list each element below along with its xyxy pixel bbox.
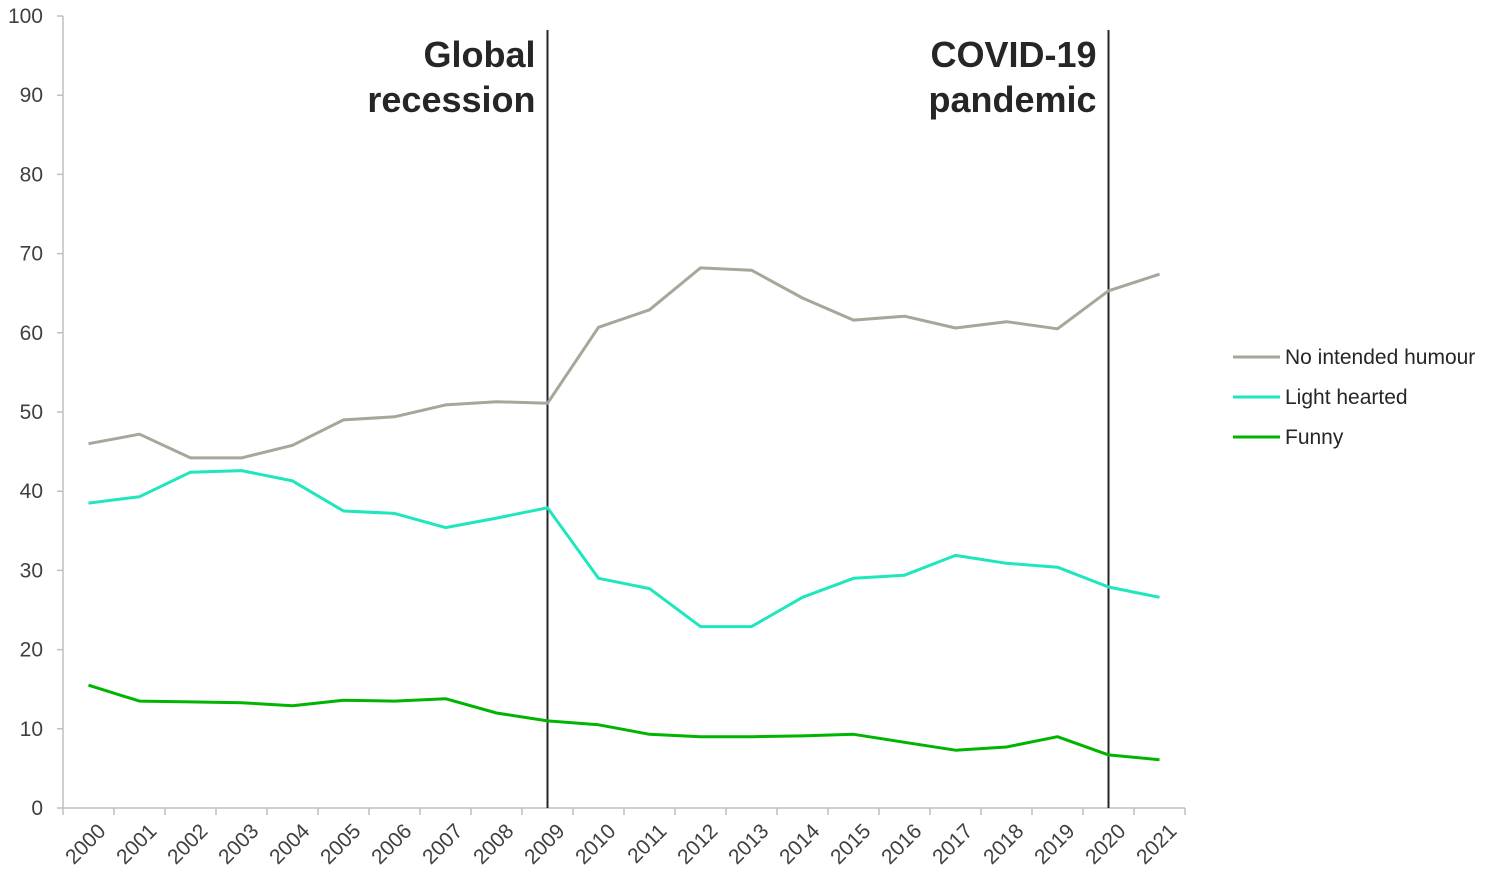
legend-label: Light hearted (1285, 386, 1408, 409)
series-lines (88, 266, 1160, 762)
y-tick-label: 20 (20, 639, 43, 662)
series-line-no-intended-humour (88, 266, 1160, 460)
y-tick-label: 60 (20, 322, 43, 345)
y-tick-label: 70 (20, 243, 43, 266)
x-tick-label: 2017 (928, 820, 977, 869)
x-tick-label: 2008 (469, 820, 518, 869)
x-tick-label: 2010 (571, 820, 620, 869)
x-tick-label: 2006 (367, 820, 416, 869)
y-tick-label: 0 (31, 797, 43, 820)
annotation-label: recession (367, 79, 535, 120)
annotation-label: COVID-19 (930, 34, 1096, 75)
x-tick-label: 2016 (877, 820, 926, 869)
series-line-funny (88, 683, 1160, 762)
y-tick-label: 100 (8, 5, 43, 28)
x-tick-label: 2020 (1081, 820, 1130, 869)
legend: No intended humour Light hearted Funny (1233, 346, 1475, 449)
x-tick-label: 2013 (724, 820, 773, 869)
y-tick-label: 80 (20, 163, 43, 186)
x-tick-label: 2014 (775, 819, 825, 869)
x-tick-label: 2012 (673, 820, 722, 869)
x-tick-label: 2001 (112, 820, 161, 869)
annotation-label: pandemic (928, 79, 1096, 120)
x-tick-label: 2000 (61, 820, 110, 869)
x-tick-label: 2002 (163, 820, 212, 869)
x-tick-label: 2004 (265, 819, 315, 869)
x-tick-label: 2007 (418, 820, 467, 869)
x-tick-label: 2019 (1030, 820, 1079, 869)
legend-label: Funny (1285, 426, 1344, 449)
y-tick-label: 10 (20, 718, 43, 741)
series-line-light-hearted (88, 469, 1160, 629)
x-tick-label: 2011 (623, 820, 671, 868)
x-tick-label: 2021 (1132, 820, 1181, 869)
y-tick-label: 30 (20, 559, 43, 582)
x-tick-label: 2015 (826, 820, 875, 869)
y-tick-label: 50 (20, 401, 43, 424)
x-tick-label: 2005 (316, 820, 365, 869)
legend-label: No intended humour (1285, 346, 1475, 369)
y-tick-label: 40 (20, 480, 43, 503)
y-tick-label: 90 (20, 84, 43, 107)
x-tick-label: 2003 (214, 820, 263, 869)
annotation-label: Global (423, 34, 535, 75)
x-tick-label: 2018 (979, 820, 1028, 869)
x-tick-label: 2009 (520, 820, 569, 869)
